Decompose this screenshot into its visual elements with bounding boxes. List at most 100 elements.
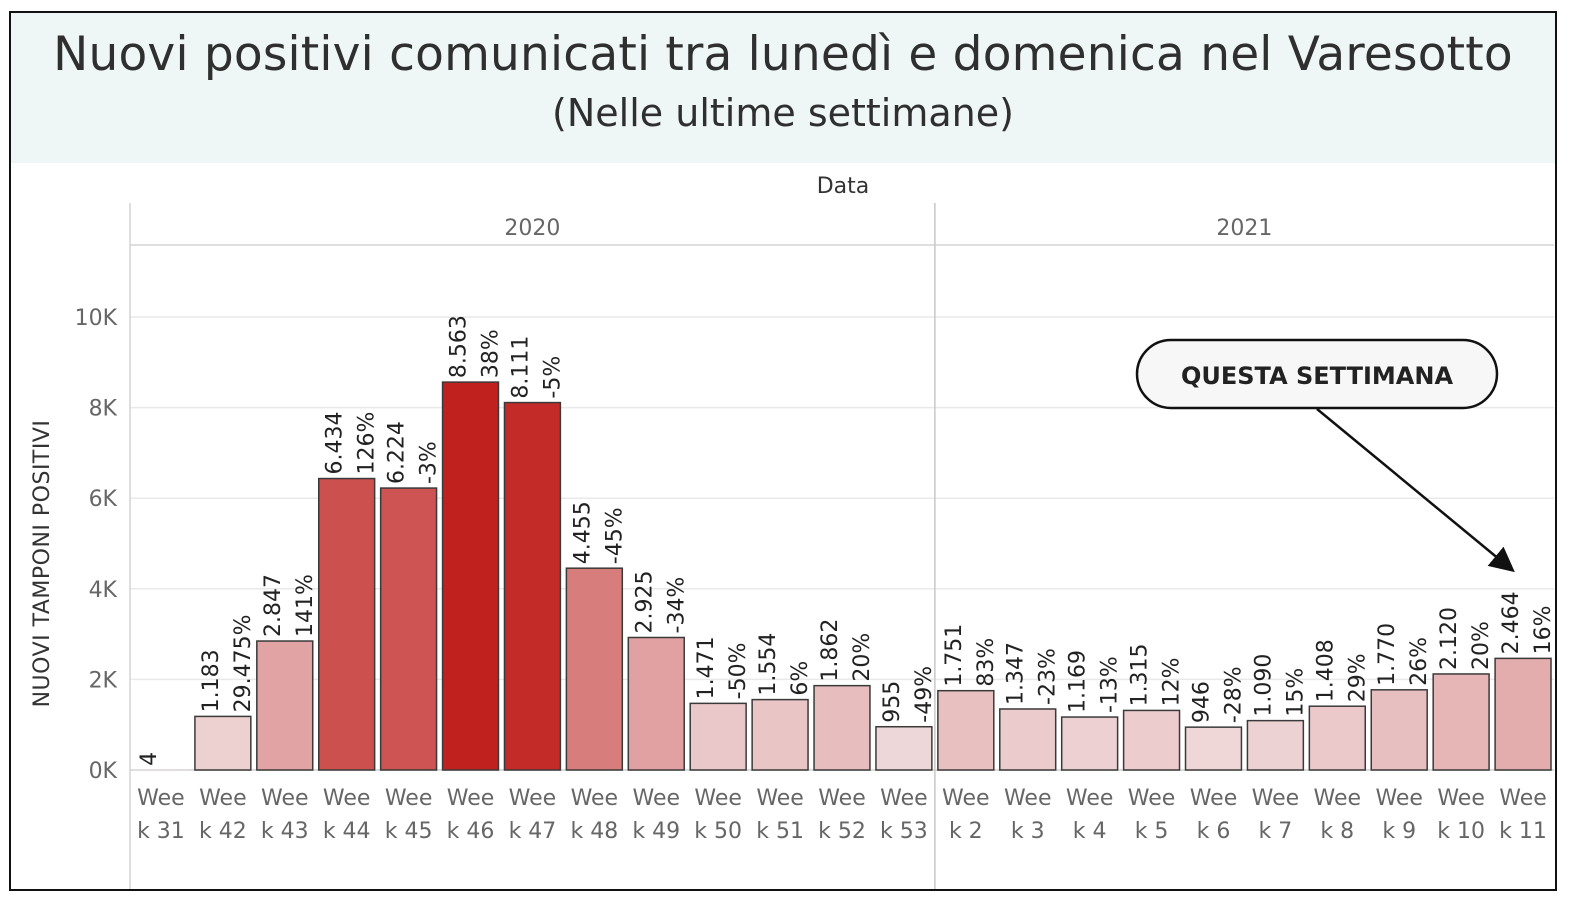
annotation-box [1135, 338, 1499, 410]
x-tick-label: Wee [1252, 786, 1300, 811]
bar-pct-label: -50% [726, 643, 751, 700]
bar-value-label: 2.120 [1437, 607, 1462, 670]
bar-value-label: 4.455 [570, 501, 595, 564]
bar [751, 698, 809, 771]
column-header: Data [817, 174, 870, 199]
bar [1122, 709, 1181, 771]
bar-pct-label: -23% [1036, 648, 1061, 705]
x-tick-label: Wee [1499, 786, 1547, 811]
bar-pct-label: 16% [1531, 605, 1556, 654]
bar-pct-label: -28% [1221, 666, 1246, 723]
year-label: 2021 [1216, 216, 1272, 241]
x-tick-label: Wee [1437, 786, 1485, 811]
bar [1494, 657, 1552, 771]
bar-pct-label: 126% [355, 412, 380, 475]
x-tick-label: k 45 [385, 819, 433, 844]
bar [1246, 719, 1305, 771]
bar [503, 401, 562, 771]
x-tick-label: k 47 [509, 819, 557, 844]
x-tick-label: k 49 [632, 819, 680, 844]
bar [1432, 673, 1490, 771]
x-tick-label: Wee [942, 786, 990, 811]
chart-subtitle: (Nelle ultime settimane) [552, 91, 1014, 135]
bar-value-label: 1.862 [818, 619, 843, 682]
x-tick-label: Wee [571, 786, 619, 811]
bar-value-label: 1.315 [1128, 643, 1153, 706]
y-tick-label: 6K [89, 487, 118, 512]
bar [689, 702, 747, 771]
y-tick-label: 2K [89, 668, 118, 693]
bar-pct-label: 6% [788, 661, 813, 696]
bar-pct-label: 83% [974, 638, 999, 687]
year-label: 2020 [504, 216, 560, 241]
x-tick-label: k 48 [570, 819, 618, 844]
y-tick-label: 0K [89, 759, 118, 784]
x-tick-label: Wee [818, 786, 866, 811]
bar-value-label: 1.751 [942, 624, 967, 687]
x-tick-label: k 11 [1499, 819, 1547, 844]
bar [937, 689, 995, 771]
x-tick-label: k 10 [1437, 819, 1485, 844]
x-tick-label: k 50 [694, 819, 742, 844]
x-tick-label: Wee [1128, 786, 1176, 811]
x-tick-label: k 44 [323, 819, 371, 844]
x-tick-label: Wee [385, 786, 433, 811]
bar-value-label: 1.770 [1375, 623, 1400, 686]
annotation-label: QUESTA SETTIMANA [1181, 362, 1453, 390]
x-tick-label: k 2 [949, 819, 983, 844]
bar [999, 708, 1057, 771]
x-tick-label: k 53 [880, 819, 928, 844]
bar [1184, 726, 1243, 771]
x-tick-label: k 8 [1320, 819, 1354, 844]
bar-pct-label: 12% [1160, 658, 1185, 707]
bar [1308, 705, 1367, 771]
bar-pct-label: -49% [912, 666, 937, 723]
bar [133, 769, 189, 771]
bar-value-label: 1.169 [1066, 650, 1091, 713]
bar-pct-label: -5% [540, 356, 565, 399]
bar [627, 636, 685, 771]
bar [875, 725, 933, 771]
bar-value-label: 2.464 [1499, 591, 1524, 654]
bar [194, 715, 252, 771]
x-tick-label: Wee [199, 786, 247, 811]
x-tick-label: Wee [1190, 786, 1238, 811]
chart-title: Nuovi positivi comunicati tra lunedì e d… [53, 27, 1513, 82]
x-tick-label: Wee [1066, 786, 1114, 811]
bar [379, 487, 438, 771]
x-tick-label: k 46 [447, 819, 495, 844]
bar-pct-label: 38% [479, 329, 504, 378]
bar-value-label: 4 [137, 752, 162, 766]
bar [317, 477, 376, 771]
bar-value-label: 6.434 [323, 412, 348, 475]
bar-value-label: 955 [880, 681, 905, 723]
bar-pct-label: -45% [602, 507, 627, 564]
bar-value-label: 1.347 [1004, 642, 1029, 705]
bar-value-label: 8.563 [447, 315, 472, 378]
bar-pct-label: -3% [417, 441, 442, 484]
x-tick-label: Wee [632, 786, 680, 811]
x-tick-label: k 52 [818, 819, 866, 844]
bar-pct-label: 29% [1345, 653, 1370, 702]
bar [1060, 716, 1119, 771]
x-tick-label: Wee [509, 786, 557, 811]
x-tick-label: Wee [1004, 786, 1052, 811]
x-tick-label: Wee [137, 786, 185, 811]
x-tick-label: Wee [447, 786, 495, 811]
bar [441, 381, 500, 771]
x-tick-label: Wee [323, 786, 371, 811]
chart-frame: Nuovi positivi comunicati tra lunedì e d… [9, 11, 1557, 891]
bar-value-label: 1.090 [1251, 654, 1276, 717]
bar-value-label: 1.183 [199, 649, 224, 712]
bar [813, 684, 871, 771]
x-tick-label: k 4 [1073, 819, 1107, 844]
x-tick-label: Wee [756, 786, 804, 811]
annotation-arrow [1316, 408, 1515, 573]
bar-value-label: 946 [1189, 681, 1214, 723]
x-tick-label: k 5 [1135, 819, 1169, 844]
bar-pct-label: 26% [1407, 637, 1432, 686]
bar-value-label: 1.554 [756, 633, 781, 696]
x-tick-label: k 7 [1259, 819, 1293, 844]
bar-pct-label: -13% [1098, 656, 1123, 713]
title-band: Nuovi positivi comunicati tra lunedì e d… [11, 13, 1555, 163]
